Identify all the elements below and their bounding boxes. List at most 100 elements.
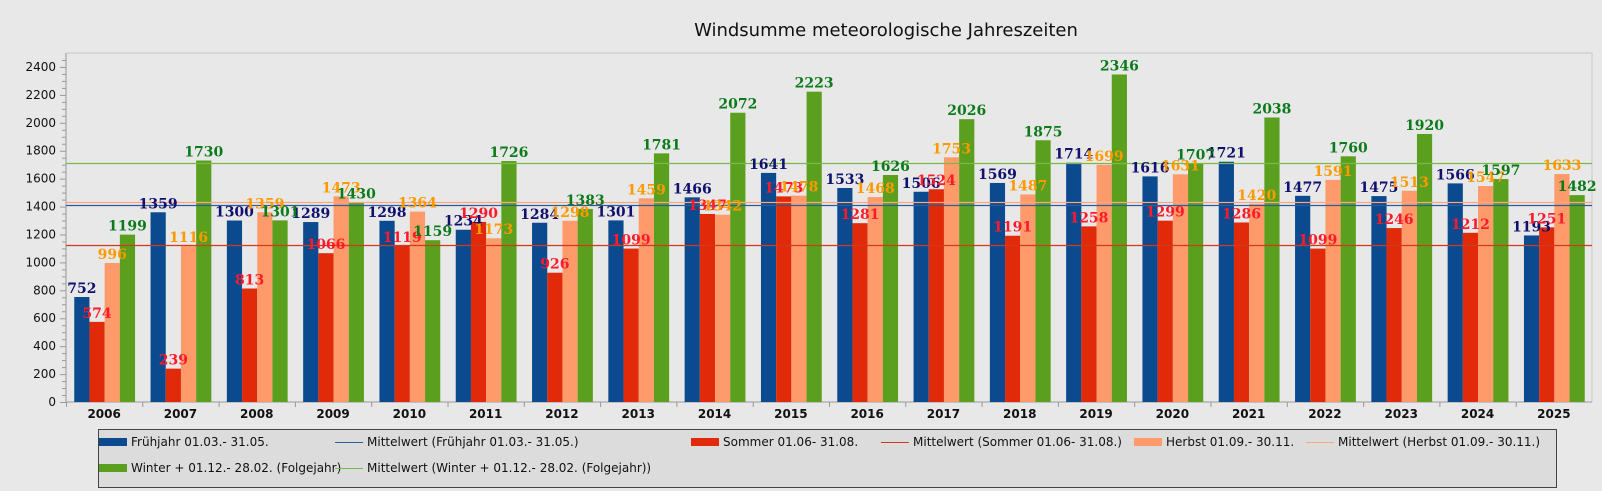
- x-tick-label: 2022: [1308, 407, 1341, 421]
- bar-sommer: [1462, 232, 1479, 402]
- y-tick-label: 1000: [25, 255, 56, 269]
- data-label: 2223: [795, 76, 834, 92]
- legend-item-winter[interactable]: Winter + 01.12.- 28.02. (Folgejahr): [99, 461, 341, 475]
- data-label: 2038: [1252, 101, 1291, 117]
- x-tick-label: 2008: [240, 407, 273, 421]
- bar-sommer: [776, 196, 792, 402]
- bar-sommer: [928, 189, 944, 402]
- bar-fruehjahr: [1523, 235, 1540, 402]
- data-label: 1487: [1008, 178, 1047, 194]
- data-label: 1597: [1481, 163, 1520, 179]
- bar-herbst: [1554, 174, 1570, 402]
- x-tick-label: 2019: [1079, 407, 1112, 421]
- bar-winter: [577, 208, 593, 402]
- data-label: 1286: [1222, 206, 1261, 222]
- data-label: 1781: [642, 137, 681, 153]
- data-label: 1099: [1298, 233, 1337, 249]
- data-label: 574: [82, 306, 111, 322]
- bar-herbst: [1249, 203, 1265, 402]
- legend-item-herbst[interactable]: Herbst 01.09.- 30.11.: [1134, 435, 1294, 449]
- data-label: 1251: [1527, 211, 1566, 227]
- bar-herbst: [180, 246, 197, 402]
- y-tick-label: 1600: [25, 172, 56, 186]
- mean-lines: [66, 162, 1592, 247]
- data-label: 1298: [551, 205, 590, 221]
- data-label: 2346: [1100, 58, 1139, 74]
- data-label: 1099: [612, 233, 651, 249]
- data-label: 239: [159, 353, 188, 369]
- bar-sommer: [242, 288, 258, 402]
- bar-fruehjahr: [1371, 196, 1387, 402]
- legend-item-mittelwert-winter[interactable]: Mittelwert (Winter + 01.12.- 28.02. (Fol…: [335, 461, 651, 475]
- x-tick-label: 2012: [545, 407, 578, 421]
- data-label: 1258: [1069, 210, 1108, 226]
- bar-herbst: [638, 198, 654, 402]
- bar-fruehjahr: [74, 297, 90, 402]
- legend-item-sommer[interactable]: Sommer 01.06- 31.08.: [691, 435, 858, 449]
- bar-winter: [1111, 74, 1127, 402]
- data-label: 1721: [1207, 146, 1246, 162]
- y-tick-label: 2200: [25, 88, 56, 102]
- bars: [74, 74, 1585, 403]
- data-label: 1359: [139, 196, 178, 212]
- data-label: 1506: [902, 176, 941, 192]
- bar-winter: [653, 153, 670, 402]
- data-label: 1300: [215, 205, 254, 221]
- legend-item-fruehjahr[interactable]: Frühjahr 01.03.- 31.05.: [99, 435, 269, 449]
- data-label: 926: [540, 257, 569, 273]
- bar-winter: [196, 160, 212, 402]
- y-tick-label: 800: [33, 283, 56, 297]
- bar-sommer: [470, 221, 487, 402]
- data-label: 1726: [489, 145, 528, 161]
- bar-fruehjahr: [1447, 183, 1463, 402]
- data-label: 1116: [169, 230, 208, 246]
- data-label: 1566: [1436, 167, 1475, 183]
- x-tick-label: 2018: [1003, 407, 1036, 421]
- x-tick-label: 2024: [1461, 407, 1494, 421]
- bar-winter: [730, 112, 746, 402]
- legend-swatch-mittelwert-sommer: [881, 441, 909, 443]
- data-label: 1119: [383, 230, 422, 246]
- bar-sommer: [1005, 235, 1021, 402]
- bar-herbst: [257, 212, 273, 402]
- x-tick-label: 2023: [1385, 407, 1418, 421]
- legend-item-mittelwert-sommer[interactable]: Mittelwert (Sommer 01.06- 31.08.): [881, 435, 1122, 449]
- data-label: 1547: [1466, 170, 1505, 186]
- data-label: 1199: [108, 219, 147, 235]
- bar-fruehjahr: [379, 220, 395, 402]
- bar-sommer: [699, 213, 716, 402]
- data-label: 1478: [779, 180, 818, 196]
- x-tick-label: 2011: [469, 407, 502, 421]
- data-label: 1066: [306, 237, 345, 253]
- bar-herbst: [715, 214, 731, 402]
- legend-item-mittelwert-herbst[interactable]: Mittelwert (Herbst 01.09.- 30.11.): [1306, 435, 1540, 449]
- x-tick-label: 2016: [850, 407, 883, 421]
- bar-fruehjahr: [608, 220, 624, 402]
- data-label: 1641: [749, 157, 788, 173]
- bar-winter: [1416, 133, 1433, 402]
- bar-fruehjahr: [150, 212, 166, 402]
- data-label: 1301: [596, 204, 635, 220]
- data-label: 1707: [1176, 148, 1215, 164]
- x-tick-label: 2017: [927, 407, 960, 421]
- bar-sommer: [1233, 222, 1250, 402]
- data-label: 1482: [1558, 179, 1597, 195]
- y-tick-label: 2000: [25, 116, 56, 130]
- data-label: 1301: [261, 204, 300, 220]
- legend-item-mittelwert-fruehjahr[interactable]: Mittelwert (Frühjahr 01.03.- 31.05.): [335, 435, 579, 449]
- legend-swatch-herbst: [1134, 438, 1162, 446]
- x-tick-label: 2021: [1232, 407, 1265, 421]
- bar-winter: [1264, 117, 1280, 402]
- data-label: 1234: [444, 214, 483, 230]
- legend-swatch-winter: [99, 464, 127, 472]
- legend-swatch-sommer: [691, 438, 719, 446]
- data-label: 1159: [413, 224, 452, 240]
- bar-herbst: [943, 157, 960, 402]
- bar-winter: [1493, 179, 1509, 402]
- bar-sommer: [623, 248, 639, 402]
- data-label: 813: [235, 273, 264, 289]
- legend-label: Mittelwert (Winter + 01.12.- 28.02. (Fol…: [367, 461, 652, 475]
- data-label: 1875: [1024, 124, 1063, 140]
- data-label: 1524: [917, 173, 956, 189]
